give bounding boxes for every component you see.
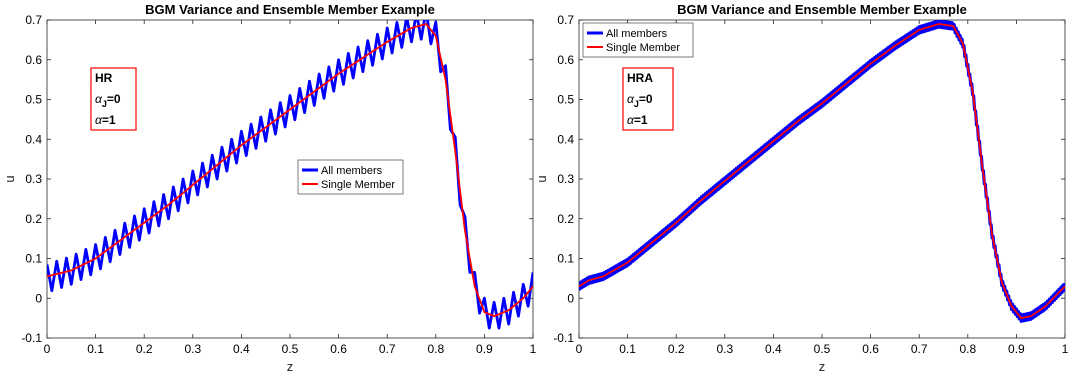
annotation-line-1: HR [95,71,113,85]
x-tick-label: 0 [44,342,51,356]
x-axis-label: z [819,359,826,374]
x-tick-label: 0.2 [668,342,685,356]
series-group [47,20,533,330]
annotation-value: =1 [102,113,116,127]
x-tick-label: 0.1 [619,342,636,356]
y-tick-label: 0.1 [25,252,42,266]
y-tick-label: 0.4 [557,132,574,146]
x-tick-label: 0.6 [330,342,347,356]
y-tick-label: -0.1 [21,331,42,345]
x-tick-label: 0.7 [911,342,928,356]
x-tick-label: 1 [1062,342,1069,356]
chart-panel-1: 0 0.1 0.2 0.3 0.4 0.5 0.6 0.7 0.8 0.9 1-0.100.10.2… [2,2,537,374]
x-tick-label: 0 [576,342,583,356]
legend-label: All members [606,28,668,40]
x-tick-label: 0.1 [87,342,104,356]
x-tick-label: 0.7 [379,342,396,356]
y-tick-label: 0.4 [25,132,42,146]
y-axis-label: u [534,175,549,182]
y-tick-label: 0.6 [25,53,42,67]
y-tick-label: 0.6 [557,53,574,67]
y-axis-label: u [2,175,17,182]
x-tick-label: 0.8 [427,342,444,356]
alpha-symbol: α [95,113,103,127]
chart-panel-2: 0 0.1 0.2 0.3 0.4 0.5 0.6 0.7 0.8 0.9 1-0.100.10.2… [534,2,1069,374]
annotation-line-3: α=1 [95,113,116,127]
chart-title: BGM Variance and Ensemble Member Example [677,2,967,17]
x-tick-label: 0.8 [959,342,976,356]
alpha-symbol: α [627,92,635,106]
legend-box [582,22,694,58]
subscript-j: J [634,99,639,109]
series-line-single-member [47,22,533,318]
y-tick-label: 0.5 [25,93,42,107]
y-tick-label: 0.3 [557,172,574,186]
y-tick-label: 0.1 [557,252,574,266]
legend-label: Single Member [321,179,395,191]
x-tick-label: 0.9 [1008,342,1025,356]
y-tick-label: 0.5 [557,93,574,107]
x-tick-label: 1 [530,342,537,356]
annotation-line-3: α=1 [627,113,648,127]
annotation-line-2: αJ=0 [627,92,653,109]
annotation-value: =0 [107,92,121,106]
ticks: 0 0.1 0.2 0.3 0.4 0.5 0.6 0.7 0.8 0.9 1-0.100.10.2… [21,13,536,356]
x-tick-label: 0.5 [282,342,299,356]
y-tick-label: 0.3 [25,172,42,186]
y-tick-label: 0.7 [557,13,574,27]
legend-label: Single Member [606,42,680,54]
y-tick-label: 0 [567,291,574,305]
alpha-symbol: α [95,92,103,106]
annotation-line-1: HRA [627,71,653,85]
chart-title: BGM Variance and Ensemble Member Example [145,2,435,17]
series-group [579,20,1065,323]
x-tick-label: 0.4 [765,342,782,356]
y-tick-label: -0.1 [553,331,574,345]
alpha-symbol: α [627,113,635,127]
series-line-single-member [579,23,1065,320]
annotation-frame [90,67,137,131]
x-tick-label: 0.9 [476,342,493,356]
x-tick-label: 0.5 [814,342,831,356]
x-tick-label: 0.3 [716,342,733,356]
x-tick-label: 0.4 [233,342,250,356]
x-tick-label: 0.6 [862,342,879,356]
x-axis-label: z [287,359,294,374]
subscript-j: J [102,99,107,109]
legend: All members Single Member [297,159,404,195]
annotation-value: =1 [634,113,648,127]
legend-box [297,159,404,195]
y-tick-label: 0.7 [25,13,42,27]
x-tick-label: 0.3 [184,342,201,356]
legend-label: All members [321,165,383,177]
legend: All members Single Member [582,22,694,58]
annotation-value: =0 [639,92,653,106]
ticks: 0 0.1 0.2 0.3 0.4 0.5 0.6 0.7 0.8 0.9 1-0.100.10.2… [553,13,1068,356]
y-tick-label: 0 [35,291,42,305]
annotation-line-2: αJ=0 [95,92,121,109]
x-tick-label: 0.2 [136,342,153,356]
annotation-frame [622,67,674,131]
y-tick-label: 0.2 [25,212,42,226]
y-tick-label: 0.2 [557,212,574,226]
